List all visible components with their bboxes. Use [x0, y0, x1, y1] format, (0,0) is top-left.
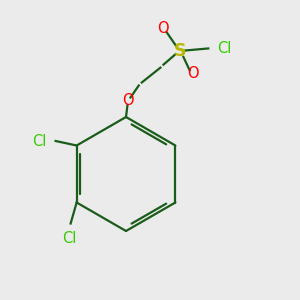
Text: O: O [158, 21, 169, 36]
Text: Cl: Cl [32, 134, 46, 148]
Text: Cl: Cl [217, 41, 232, 56]
Text: S: S [173, 42, 186, 60]
Text: O: O [188, 66, 199, 81]
Text: O: O [122, 93, 133, 108]
Text: Cl: Cl [62, 231, 76, 246]
